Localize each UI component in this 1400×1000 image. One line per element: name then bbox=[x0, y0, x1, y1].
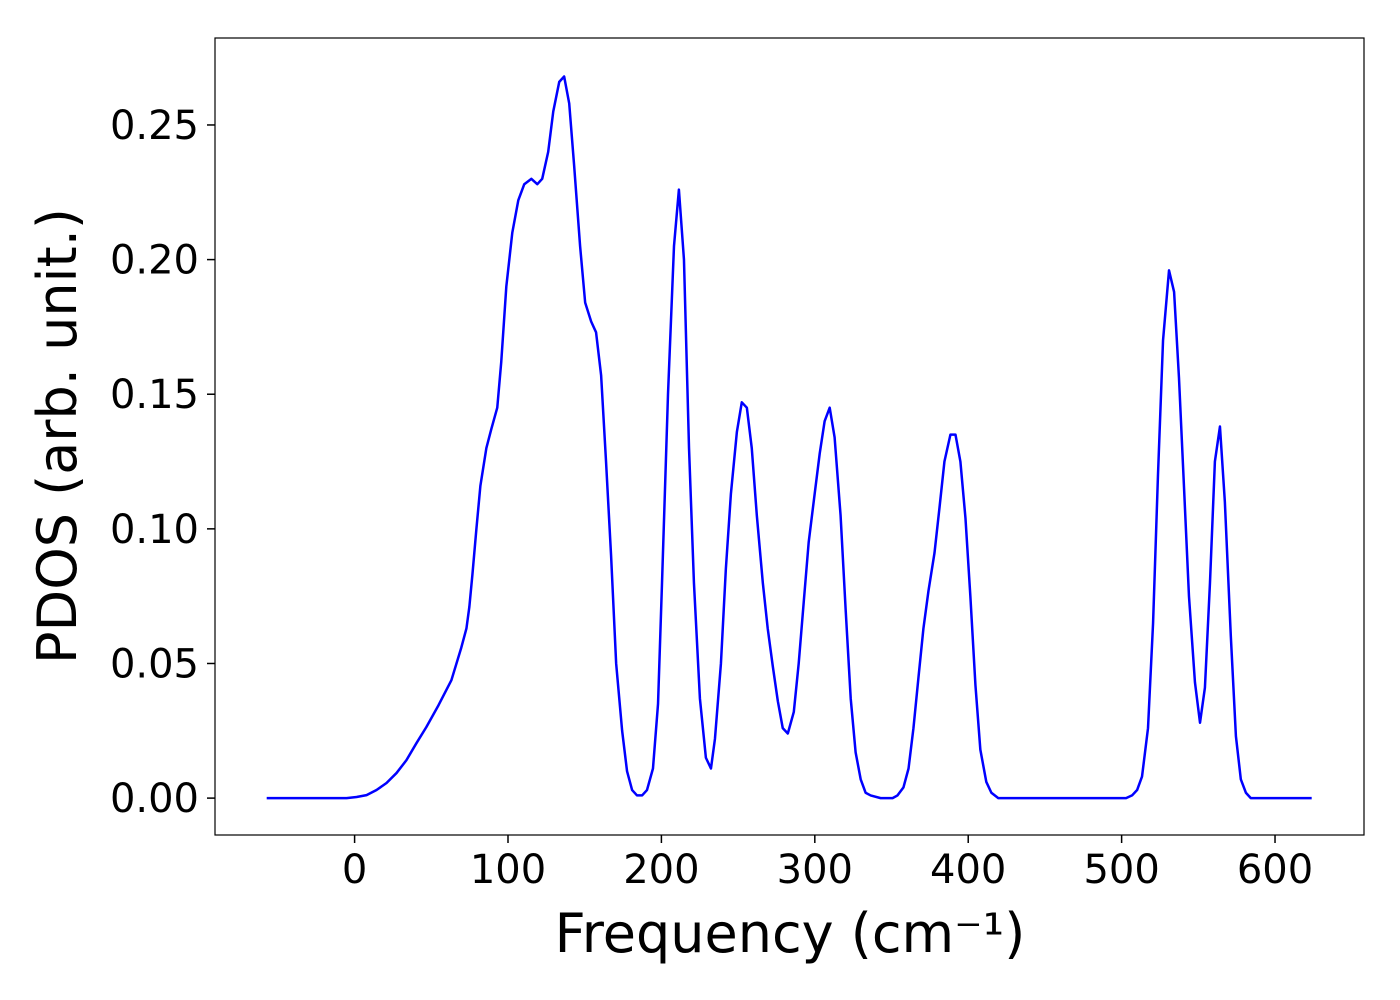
x-tick-label: 200 bbox=[623, 847, 699, 893]
x-tick-label: 600 bbox=[1237, 847, 1313, 893]
y-axis-label: PDOS (arb. unit.) bbox=[26, 208, 89, 664]
y-tick-label: 0.15 bbox=[110, 372, 199, 418]
x-tick-label: 500 bbox=[1083, 847, 1159, 893]
x-axis-label: Frequency (cm⁻¹) bbox=[555, 902, 1026, 965]
y-tick-label: 0.25 bbox=[110, 103, 199, 149]
x-tick-label: 100 bbox=[470, 847, 546, 893]
x-tick-label: 0 bbox=[342, 847, 367, 893]
x-tick-label: 400 bbox=[930, 847, 1006, 893]
y-tick-label: 0.00 bbox=[110, 776, 199, 822]
data-line bbox=[266, 75, 1312, 800]
y-tick-label: 0.20 bbox=[110, 238, 199, 284]
plot-frame bbox=[214, 37, 1365, 836]
y-tick-label: 0.10 bbox=[110, 507, 199, 553]
x-tick-label: 300 bbox=[777, 847, 853, 893]
y-tick-label: 0.05 bbox=[110, 641, 199, 687]
